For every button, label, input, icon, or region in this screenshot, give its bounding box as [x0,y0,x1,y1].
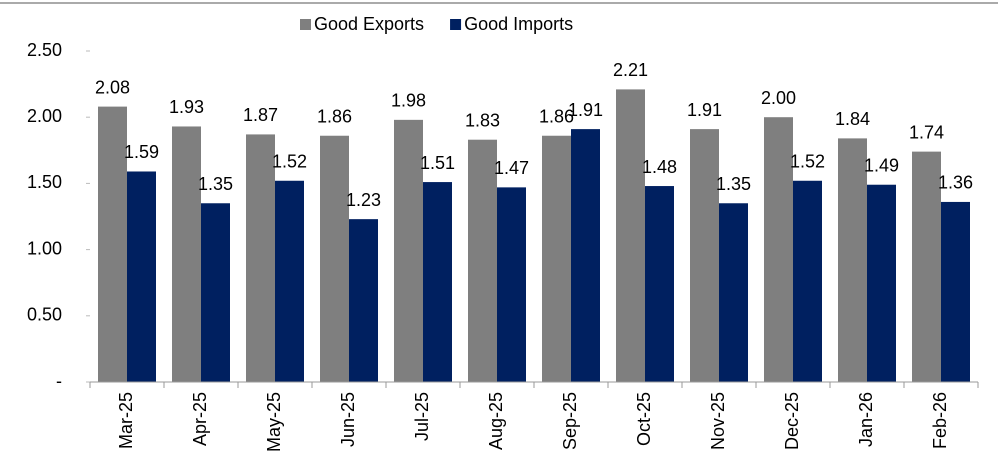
x-tick-label: Aug-25 [486,392,506,450]
data-label: 2.00 [761,88,796,108]
data-label: 1.49 [864,155,899,175]
x-tick-label: Feb-26 [930,392,950,449]
legend-label: Good Imports [464,14,573,34]
x-tick-label: Oct-25 [634,392,654,446]
bar [690,129,719,382]
data-label: 1.91 [687,100,722,120]
bar [394,119,423,383]
data-label: 1.23 [346,190,381,210]
y-tick-label: 1.00 [27,238,62,258]
data-label: 1.48 [642,157,677,177]
bar [912,151,941,382]
x-tick-label: Dec-25 [782,392,802,450]
x-tick-label: Nov-25 [708,392,728,450]
x-tick-label: Jul-25 [412,392,432,441]
y-tick-label: 2.00 [27,106,62,126]
y-tick-label: 1.50 [27,172,62,192]
data-label: 2.21 [613,60,648,80]
bar [98,106,127,382]
x-tick-label: Apr-25 [190,392,210,446]
data-label: 1.59 [124,142,159,162]
bar [497,187,526,382]
data-label: 1.91 [568,100,603,120]
data-label: 1.74 [909,122,944,142]
bar [867,184,896,382]
y-tick-label: - [56,371,62,391]
data-label: 1.52 [790,152,825,172]
bar [275,180,304,382]
data-label: 1.36 [938,173,973,193]
bar [764,117,793,382]
x-tick-label: Jun-25 [338,392,358,447]
bar [616,89,645,383]
data-label: 1.35 [716,174,751,194]
data-label: 1.87 [243,105,278,125]
data-label: 1.83 [465,110,500,130]
bar [838,138,867,382]
data-label: 1.51 [420,153,455,173]
data-label: 1.98 [391,91,426,111]
bar [941,201,970,382]
bar [127,171,156,382]
data-label: 1.86 [539,106,574,126]
data-label: 1.93 [169,97,204,117]
data-label: 1.84 [835,109,870,129]
x-tick-label: Sep-25 [560,392,580,450]
bar [172,126,201,382]
data-label: 1.35 [198,174,233,194]
bar [320,135,349,382]
bar [571,129,600,382]
data-label: 1.52 [272,152,307,172]
x-tick-label: May-25 [264,392,284,452]
x-tick-label: Mar-25 [116,392,136,449]
bar [542,135,571,382]
data-label: 1.47 [494,158,529,178]
legend-swatch [450,19,462,30]
bar [468,139,497,382]
bar [423,182,452,382]
data-label: 2.08 [95,77,130,97]
bar [793,180,822,382]
bar [645,186,674,382]
legend-swatch [300,19,311,30]
x-tick-label: Jan-26 [856,392,876,447]
y-tick-label: 2.50 [27,40,62,60]
bar [246,134,275,382]
bar [349,219,378,382]
y-tick-label: 0.50 [27,305,62,325]
data-label: 1.86 [317,106,352,126]
legend-label: Good Exports [314,14,424,34]
bar [201,203,230,382]
bar [719,203,748,382]
